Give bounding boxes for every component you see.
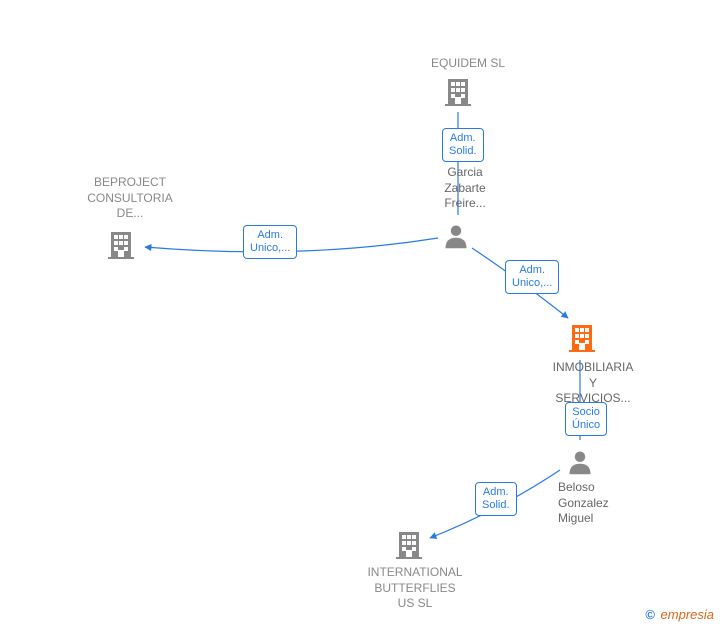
edge-label-e-garcia-inmobiliaria: Adm. Unico,... [505, 260, 559, 294]
edge-label-e-garcia-beproject: Adm. Unico,... [243, 225, 297, 259]
building-icon-international[interactable] [393, 528, 425, 565]
node-label-garcia: Garcia Zabarte Freire... [430, 165, 500, 212]
node-label-inmobiliaria: INMOBILIARIA Y SERVICIOS... [538, 360, 648, 407]
node-label-international: INTERNATIONAL BUTTERFLIES US SL [355, 565, 475, 612]
diagram-canvas: EQUIDEM SL BEPROJECT CONSULTORIA DE... Gar… [0, 0, 728, 630]
copyright-symbol: © [645, 607, 655, 622]
building-icon-inmobiliaria[interactable] [566, 321, 598, 358]
person-icon-beloso[interactable] [566, 448, 594, 481]
watermark: © empresia [645, 607, 714, 622]
edge-label-e-garcia-equidem: Adm. Solid. [442, 128, 484, 162]
node-label-beproject: BEPROJECT CONSULTORIA DE... [75, 175, 185, 222]
building-icon-equidem[interactable] [442, 75, 474, 112]
edges-layer [0, 0, 728, 630]
edge-label-e-beloso-international: Adm. Solid. [475, 482, 517, 516]
edge-label-e-beloso-inmobiliaria: Socio Único [565, 402, 607, 436]
person-icon-garcia[interactable] [442, 222, 470, 255]
watermark-brand: empresia [661, 607, 714, 622]
node-label-beloso: Beloso Gonzalez Miguel [558, 480, 628, 527]
building-icon-beproject[interactable] [105, 228, 137, 265]
node-label-equidem: EQUIDEM SL [418, 56, 518, 72]
